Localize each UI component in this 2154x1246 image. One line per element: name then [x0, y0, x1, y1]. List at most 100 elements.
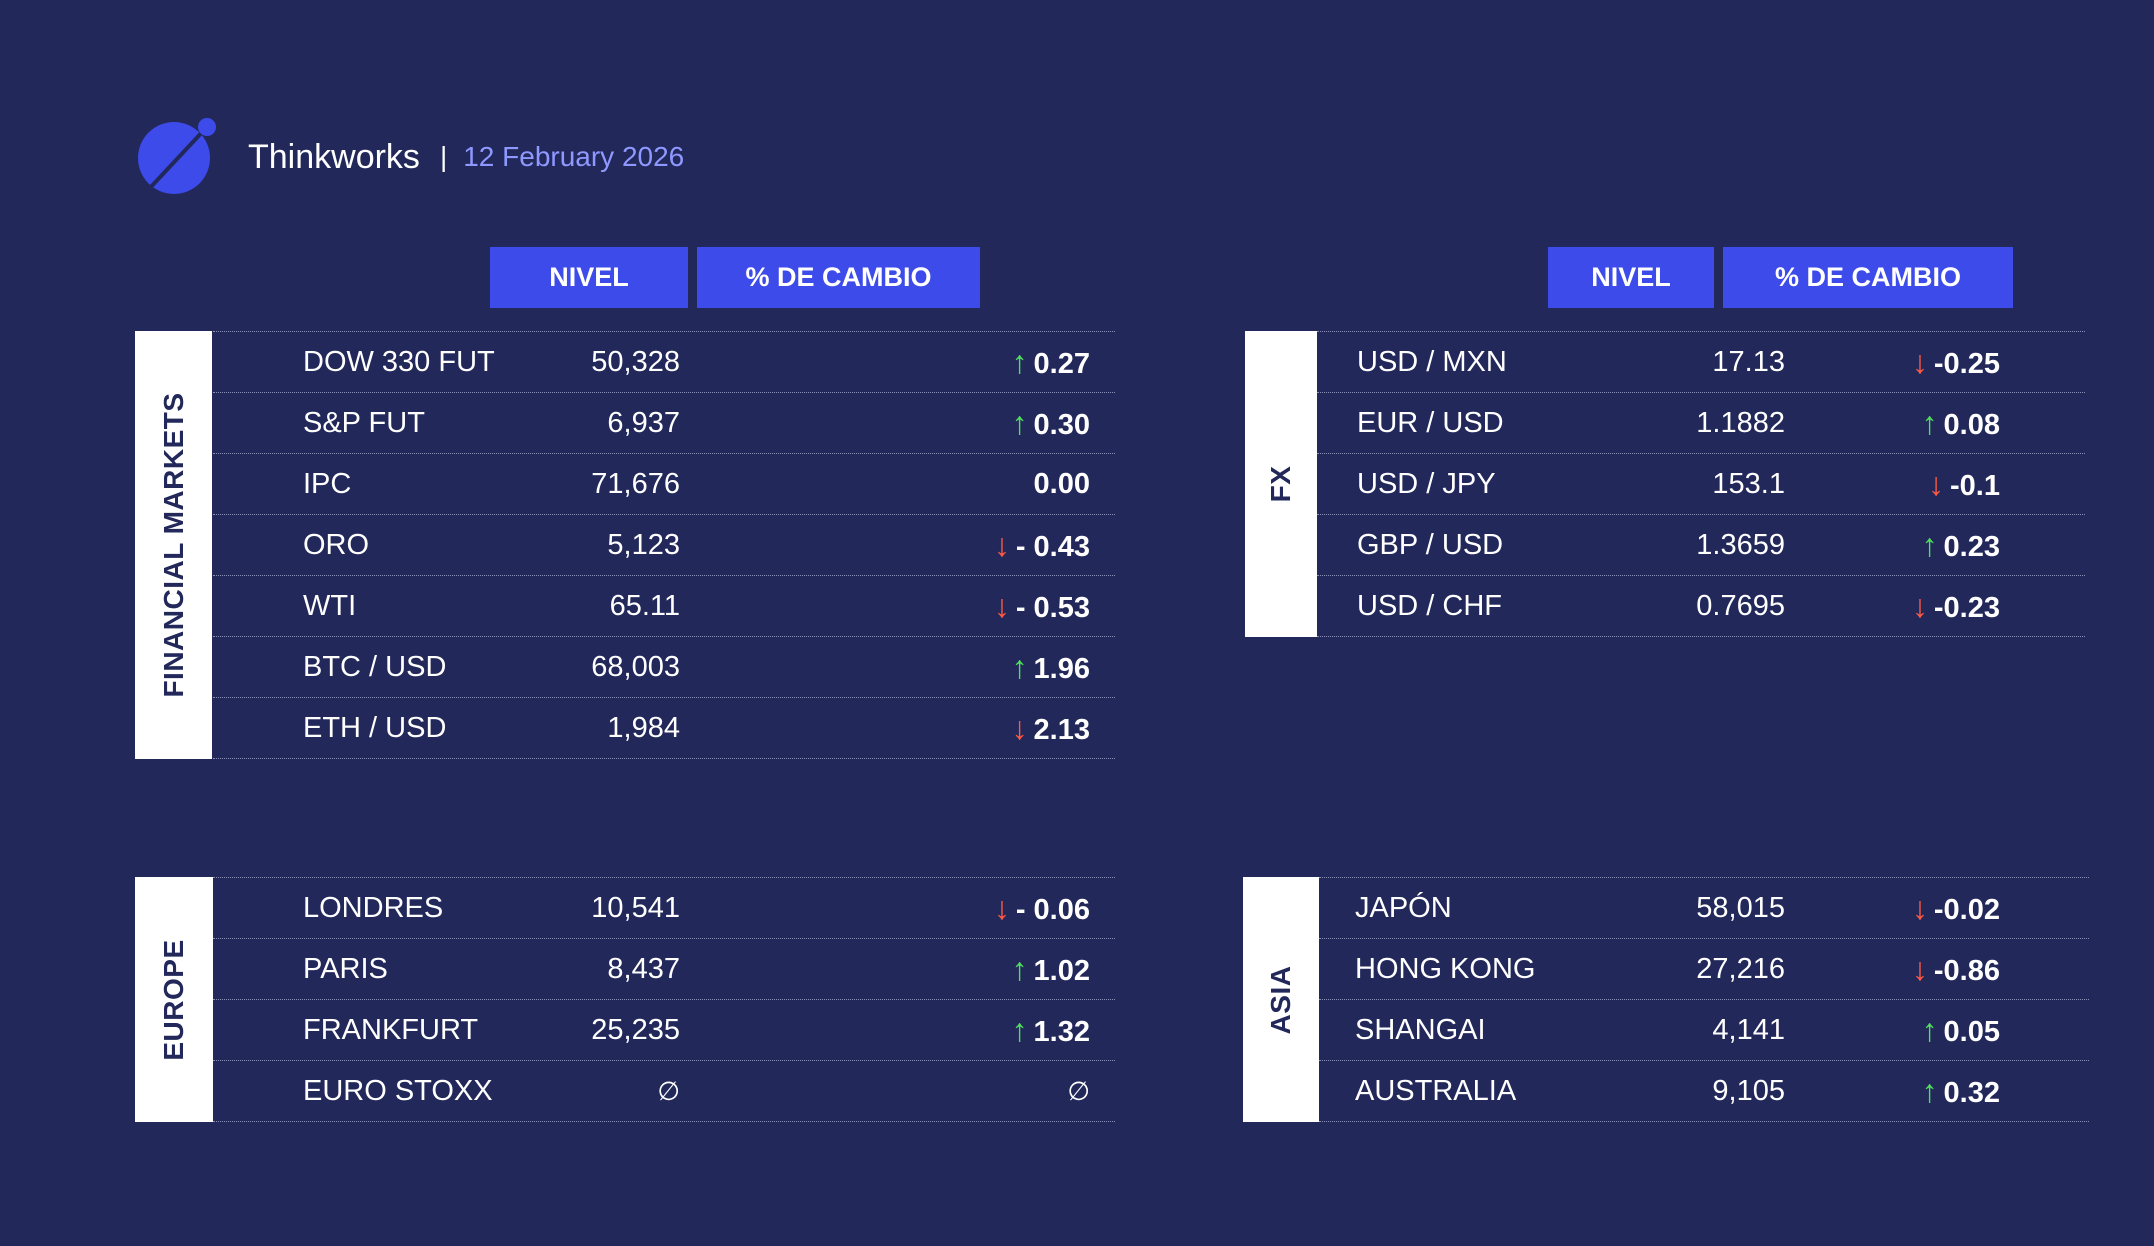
asia-section-label: ASIA — [1243, 877, 1319, 1122]
section-label-text: EUROPE — [158, 938, 189, 1061]
instrument-name: WTI — [303, 590, 357, 622]
percent-change-value: 0.32 — [1943, 1077, 2000, 1109]
instrument-level: 65.11 — [609, 590, 680, 622]
instrument-level: 50,328 — [591, 346, 680, 378]
instrument-name: DOW 330 FUT — [303, 346, 495, 378]
percent-change: ↓ - 0.43 — [994, 515, 1090, 575]
percent-change: ↓ - 0.06 — [994, 878, 1090, 938]
percent-change: ↓ -0.86 — [1912, 939, 2000, 999]
instrument-name: USD / CHF — [1357, 590, 1502, 622]
percent-change-value: -0.86 — [1933, 955, 2000, 987]
instrument-level: 8,437 — [607, 953, 680, 985]
table-row: EUR / USD 1.1882 ↑ 0.08 — [1317, 393, 2085, 454]
table-row: LONDRES 10,541 ↓ - 0.06 — [213, 878, 1115, 939]
percent-change: ↓ - 0.53 — [994, 576, 1090, 636]
percent-change-value: -0.23 — [1933, 592, 2000, 624]
arrow-up-icon: ↑ — [1011, 1012, 1028, 1048]
table-row: JAPÓN 58,015 ↓ -0.02 — [1319, 878, 2089, 939]
instrument-level: ∅ — [657, 1076, 680, 1106]
instrument-level: 153.1 — [1712, 468, 1785, 500]
table-row: AUSTRALIA 9,105 ↑ 0.32 — [1319, 1061, 2089, 1122]
instrument-level: 10,541 — [591, 892, 680, 924]
instrument-level: 9,105 — [1712, 1075, 1785, 1107]
arrow-down-icon: ↓ — [1011, 710, 1028, 746]
arrow-down-icon: ↓ — [993, 588, 1010, 624]
table-row: USD / JPY 153.1 ↓ -0.1 — [1317, 454, 2085, 515]
table-row: USD / MXN 17.13 ↓ -0.25 — [1317, 332, 2085, 393]
percent-change-value: - 0.53 — [1015, 592, 1090, 624]
percent-change: ↓ -0.25 — [1912, 332, 2000, 392]
percent-change-value: ∅ — [1067, 1076, 1090, 1106]
percent-change: ↑ 0.27 — [1012, 332, 1090, 392]
instrument-level: 68,003 — [591, 651, 680, 683]
percent-change: ↑ 0.30 — [1012, 393, 1090, 453]
percent-change-value: - 0.43 — [1015, 531, 1090, 563]
table-row: USD / CHF 0.7695 ↓ -0.23 — [1317, 576, 2085, 637]
percent-change-value: -0.1 — [1950, 470, 2000, 502]
instrument-name: ETH / USD — [303, 712, 447, 744]
table-row: EURO STOXX ∅ ∅ — [213, 1061, 1115, 1122]
table-row: PARIS 8,437 ↑ 1.02 — [213, 939, 1115, 1000]
percent-change-value: 0.00 — [1033, 468, 1090, 500]
table-row: WTI 65.11 ↓ - 0.53 — [213, 576, 1115, 637]
percent-change-value: -0.02 — [1933, 894, 2000, 926]
arrow-down-icon: ↓ — [1911, 951, 1928, 987]
instrument-name: PARIS — [303, 953, 388, 985]
arrow-down-icon: ↓ — [1928, 466, 1945, 502]
europe-rows: LONDRES 10,541 ↓ - 0.06 PARIS 8,437 ↑ 1.02 FRANK… — [213, 877, 1115, 1122]
arrow-up-icon: ↑ — [1921, 1012, 1938, 1048]
instrument-name: EURO STOXX — [303, 1075, 493, 1107]
instrument-name: LONDRES — [303, 892, 444, 924]
right-change-header: % DE CAMBIO — [1723, 247, 2013, 308]
table-row: FRANKFURT 25,235 ↑ 1.32 — [213, 1000, 1115, 1061]
instrument-name: EUR / USD — [1357, 407, 1504, 439]
financial-markets-section-label: FINANCIAL MARKETS — [135, 331, 212, 759]
percent-change-value: -0.25 — [1933, 348, 2000, 380]
report-date: 12 February 2026 — [463, 141, 685, 172]
instrument-name: GBP / USD — [1357, 529, 1504, 561]
arrow-down-icon: ↓ — [1911, 890, 1928, 926]
arrow-up-icon: ↑ — [1011, 951, 1028, 987]
table-row: S&P FUT 6,937 ↑ 0.30 — [213, 393, 1115, 454]
percent-change: ↓ -0.02 — [1912, 878, 2000, 938]
instrument-level: 71,676 — [591, 468, 680, 500]
fx-rows: USD / MXN 17.13 ↓ -0.25 EUR / USD 1.1882 ↑ 0.08… — [1317, 331, 2085, 637]
percent-change-value: 0.23 — [1943, 531, 2000, 563]
instrument-level: 4,141 — [1712, 1014, 1785, 1046]
instrument-name: ORO — [303, 529, 370, 561]
header-separator: | — [439, 141, 448, 172]
europe-section-label: EUROPE — [135, 877, 213, 1122]
percent-change-value: 0.05 — [1943, 1016, 2000, 1048]
instrument-name: IPC — [303, 468, 352, 500]
arrow-up-icon: ↑ — [1011, 405, 1028, 441]
left-change-header: % DE CAMBIO — [697, 247, 980, 308]
table-row: SHANGAI 4,141 ↑ 0.05 — [1319, 1000, 2089, 1061]
percent-change: ↑ 1.32 — [1012, 1000, 1090, 1060]
percent-change-value: 0.30 — [1033, 409, 1090, 441]
arrow-down-icon: ↓ — [1911, 588, 1928, 624]
percent-change-value: 1.96 — [1033, 653, 1090, 685]
fx-section-label: FX — [1245, 331, 1317, 637]
instrument-name: USD / JPY — [1357, 468, 1496, 500]
table-row: ORO 5,123 ↓ - 0.43 — [213, 515, 1115, 576]
header: Thinkworks | 12 February 2026 — [136, 114, 684, 200]
instrument-level: 58,015 — [1696, 892, 1785, 924]
percent-change: ↑ 0.05 — [1922, 1000, 2000, 1060]
percent-change: ↓ -0.23 — [1912, 576, 2000, 636]
instrument-name: S&P FUT — [303, 407, 425, 439]
instrument-name: AUSTRALIA — [1355, 1075, 1517, 1107]
arrow-up-icon: ↑ — [1011, 344, 1028, 380]
instrument-level: 1.1882 — [1696, 407, 1785, 439]
table-row: GBP / USD 1.3659 ↑ 0.23 — [1317, 515, 2085, 576]
percent-change: ↓ 2.13 — [1012, 698, 1090, 758]
instrument-level: 0.7695 — [1696, 590, 1785, 622]
section-label-text: ASIA — [1265, 965, 1296, 1034]
instrument-level: 17.13 — [1712, 346, 1785, 378]
instrument-level: 1,984 — [607, 712, 680, 744]
table-row: DOW 330 FUT 50,328 ↑ 0.27 — [213, 332, 1115, 393]
instrument-name: USD / MXN — [1357, 346, 1507, 378]
table-row: HONG KONG 27,216 ↓ -0.86 — [1319, 939, 2089, 1000]
percent-change: ↑ 0.23 — [1922, 515, 2000, 575]
percent-change-value: 2.13 — [1033, 714, 1090, 746]
orbit-planet-icon — [136, 114, 222, 200]
